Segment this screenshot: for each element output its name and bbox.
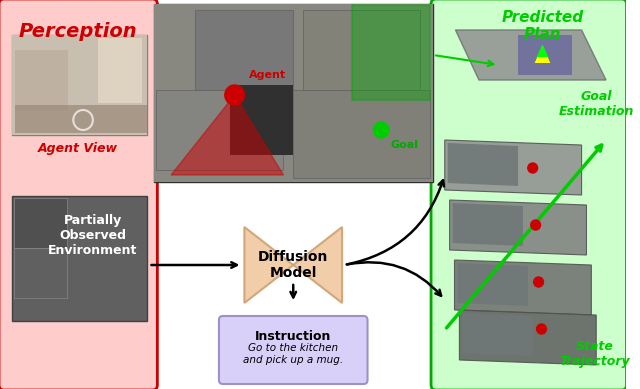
Circle shape bbox=[534, 277, 543, 287]
Polygon shape bbox=[447, 143, 518, 186]
Bar bbox=[293, 90, 430, 178]
FancyBboxPatch shape bbox=[12, 196, 147, 321]
Bar bbox=[195, 10, 293, 90]
Circle shape bbox=[531, 220, 541, 230]
Polygon shape bbox=[460, 310, 596, 365]
Text: Instruction: Instruction bbox=[255, 330, 332, 343]
Text: Goal: Goal bbox=[391, 140, 419, 150]
Bar bbox=[15, 105, 147, 133]
FancyBboxPatch shape bbox=[12, 35, 147, 135]
Circle shape bbox=[373, 122, 389, 138]
Polygon shape bbox=[450, 200, 586, 255]
FancyBboxPatch shape bbox=[0, 0, 157, 389]
Bar bbox=[230, 85, 293, 155]
Bar bbox=[13, 248, 67, 298]
Polygon shape bbox=[462, 313, 532, 356]
Circle shape bbox=[225, 85, 244, 105]
Polygon shape bbox=[244, 227, 293, 303]
FancyBboxPatch shape bbox=[219, 316, 367, 384]
Polygon shape bbox=[458, 263, 528, 306]
Polygon shape bbox=[352, 5, 430, 100]
Text: Agent: Agent bbox=[249, 70, 286, 80]
Circle shape bbox=[536, 324, 547, 334]
Polygon shape bbox=[293, 227, 342, 303]
Circle shape bbox=[528, 163, 538, 173]
Bar bbox=[156, 90, 284, 170]
Polygon shape bbox=[445, 140, 582, 195]
Bar bbox=[13, 198, 67, 248]
Polygon shape bbox=[534, 45, 550, 63]
Polygon shape bbox=[171, 95, 284, 175]
Bar bbox=[518, 35, 572, 75]
Text: Goal
Estimation: Goal Estimation bbox=[559, 90, 634, 118]
Text: Perception: Perception bbox=[19, 22, 138, 41]
Bar bbox=[154, 4, 433, 182]
Polygon shape bbox=[454, 260, 591, 315]
Polygon shape bbox=[456, 30, 606, 80]
Text: Predicted
Plan: Predicted Plan bbox=[501, 10, 584, 42]
Text: Agent View: Agent View bbox=[38, 142, 118, 155]
Text: Go to the kitchen
and pick up a mug.: Go to the kitchen and pick up a mug. bbox=[243, 343, 343, 364]
Bar bbox=[98, 38, 141, 103]
Bar bbox=[303, 10, 420, 90]
Polygon shape bbox=[536, 45, 548, 57]
FancyBboxPatch shape bbox=[431, 0, 627, 389]
Text: Partially
Observed
Environment: Partially Observed Environment bbox=[48, 214, 138, 256]
Text: State
Trajectory: State Trajectory bbox=[559, 340, 630, 368]
Bar bbox=[15, 50, 68, 110]
FancyBboxPatch shape bbox=[154, 4, 433, 182]
Text: Diffusion
Model: Diffusion Model bbox=[258, 250, 328, 280]
Bar bbox=[12, 35, 147, 135]
Polygon shape bbox=[452, 203, 523, 246]
